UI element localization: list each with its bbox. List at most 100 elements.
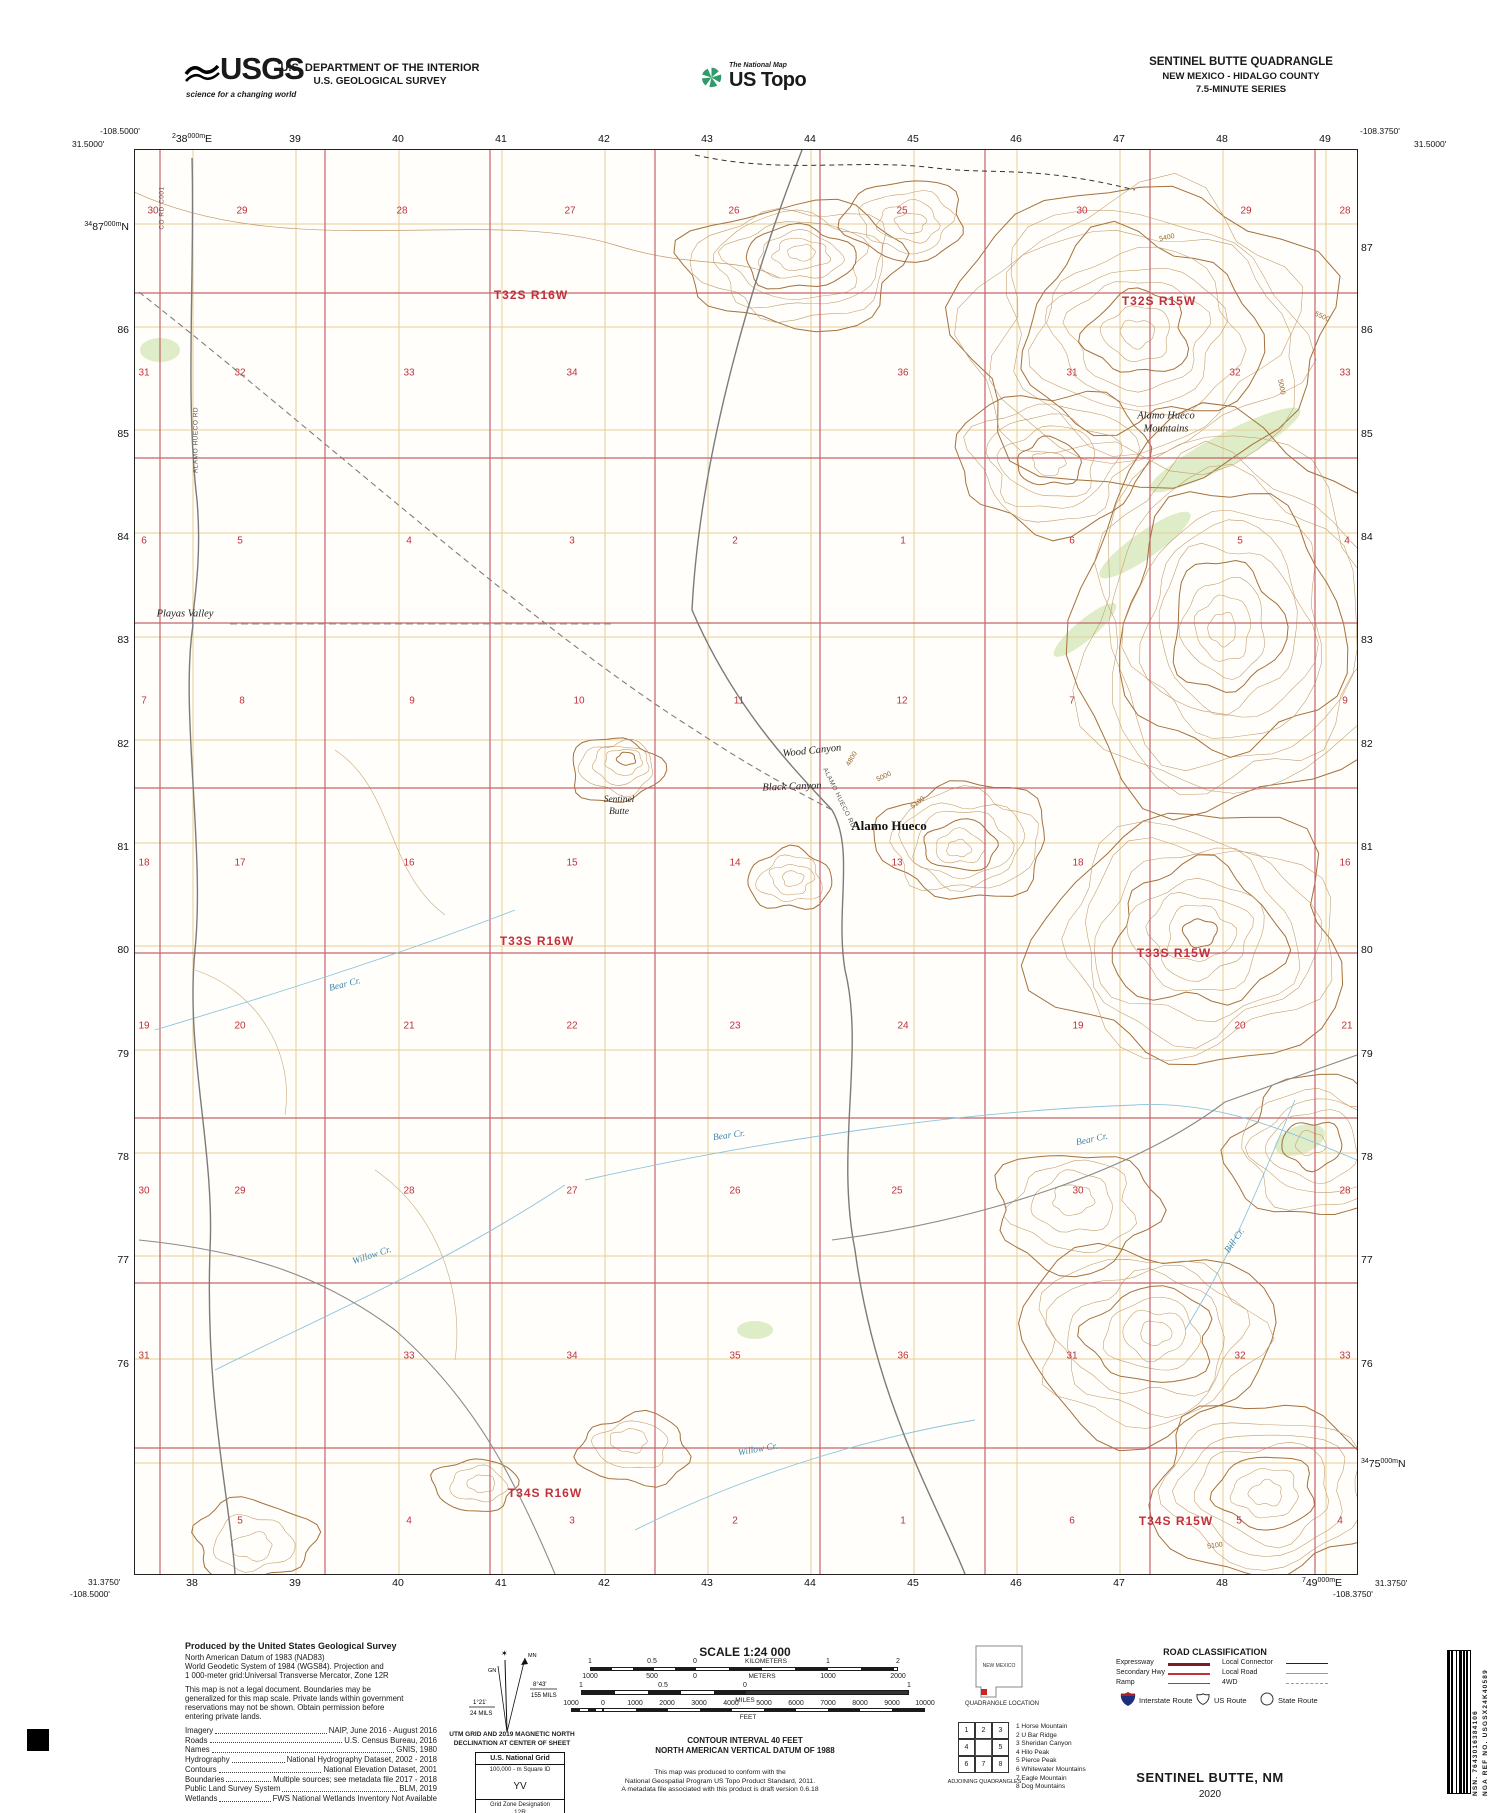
scale-number: 0 xyxy=(743,1682,747,1689)
quadrangle-series: 7.5-MINUTE SERIES xyxy=(1195,84,1287,95)
section-number: 10 xyxy=(573,695,585,707)
contour-elevation-label: 5000 xyxy=(1276,378,1286,396)
contour-interval-block: CONTOUR INTERVAL 40 FEET NORTH AMERICAN … xyxy=(610,1736,880,1756)
section-number: 33 xyxy=(1339,1350,1351,1362)
section-number: 1 xyxy=(900,1515,906,1527)
grid-northing-label: 80 xyxy=(1361,944,1373,956)
source-label: Names xyxy=(185,1745,210,1755)
road-class-sample xyxy=(1286,1663,1328,1664)
scale-number: 2000 xyxy=(890,1673,906,1680)
grid-easting-label: 749000mE xyxy=(1301,1577,1343,1589)
section-number: 21 xyxy=(403,1020,415,1032)
grid-northing-label: 79 xyxy=(117,1048,129,1060)
credits-line: This map is not a legal document. Bounda… xyxy=(185,1685,371,1694)
grid-northing-label: 82 xyxy=(117,738,129,750)
grid-easting-label: 47 xyxy=(1113,1577,1125,1589)
contour-elevation-label: 5000 xyxy=(875,770,893,784)
scale-bar-feet-left xyxy=(571,1708,603,1712)
dotted-leader xyxy=(209,1736,343,1744)
contour-elevation-label: 5100 xyxy=(909,795,927,811)
section-number: 16 xyxy=(403,857,415,869)
scale-number: 1 xyxy=(826,1658,830,1665)
scale-number: 0 xyxy=(601,1700,605,1707)
section-number: 26 xyxy=(728,205,740,217)
declination-caption-2: DECLINATION AT CENTER OF SHEET xyxy=(453,1739,571,1747)
section-number: 26 xyxy=(729,1185,741,1197)
section-number: 29 xyxy=(1240,205,1252,217)
section-number: 30 xyxy=(1072,1185,1084,1197)
credits-source-row: Roads U.S. Census Bureau, 2016 xyxy=(185,1736,437,1746)
credits-legal: This map is not a legal document. Bounda… xyxy=(185,1685,437,1721)
place-label: Wood Canyon xyxy=(782,742,842,760)
grid-northing-label: 85 xyxy=(117,428,129,440)
section-number: 20 xyxy=(234,1020,246,1032)
grid-northing-label: 81 xyxy=(117,841,129,853)
section-number: 6 xyxy=(141,535,147,547)
scale-number: 1000 xyxy=(582,1673,598,1680)
section-number: 3 xyxy=(569,535,575,547)
grid-easting-label: 46 xyxy=(1010,1577,1022,1589)
map-graphics xyxy=(135,150,1357,1574)
section-number: 2 xyxy=(732,535,738,547)
township-label: T32S R15W xyxy=(1121,294,1197,308)
section-number: 21 xyxy=(1341,1020,1353,1032)
credits-line: generalized for this map scale. Private … xyxy=(185,1694,404,1703)
dotted-leader xyxy=(282,1784,398,1792)
interstate-shield-icon xyxy=(1120,1692,1136,1706)
section-number: 32 xyxy=(234,367,246,379)
grid-northing-label: 78 xyxy=(117,1151,129,1163)
dotted-leader xyxy=(211,1745,395,1754)
scale-number: 4000 xyxy=(723,1700,739,1707)
credits-source-row: Names GNIS, 1980 xyxy=(185,1745,437,1755)
road-class-sample xyxy=(1286,1673,1328,1674)
declination-diagram: ✶ GN MN 8°43' 155 MILS 1°21' 24 MILS xyxy=(469,1649,557,1733)
road-class-label: 4WD xyxy=(1222,1679,1238,1686)
section-number: 7 xyxy=(1069,695,1075,707)
section-grid xyxy=(135,150,1357,1574)
section-number: 22 xyxy=(566,1020,578,1032)
scale-number: 10000 xyxy=(915,1700,935,1707)
section-number: 34 xyxy=(566,1350,578,1362)
source-label: Imagery xyxy=(185,1726,214,1735)
section-number: 33 xyxy=(1339,367,1351,379)
feet-unit-label: FEET xyxy=(739,1714,757,1721)
section-number: 5 xyxy=(1236,1515,1242,1527)
scale-number: 2 xyxy=(896,1658,900,1665)
adjoining-quad-cell: 7 xyxy=(975,1756,992,1773)
section-number: 31 xyxy=(1066,1350,1078,1362)
section-number: 33 xyxy=(403,367,415,379)
source-value: BLM, 2019 xyxy=(399,1784,437,1794)
usgs-logo-text: USGS xyxy=(220,51,305,86)
credits-line: reservations may not be shown. Obtain pe… xyxy=(185,1703,385,1712)
road-class-sample xyxy=(1286,1683,1328,1684)
source-label: Contours xyxy=(185,1764,217,1774)
section-number: 8 xyxy=(239,695,245,707)
grid-northing-label: 78 xyxy=(1361,1151,1373,1163)
place-label: Black Canyon xyxy=(762,780,822,794)
grid-easting-label: 46 xyxy=(1010,133,1022,145)
stream-label: Bear Cr. xyxy=(712,1128,746,1144)
department-line1: U.S. DEPARTMENT OF THE INTERIOR xyxy=(280,62,480,74)
svg-text:1°21': 1°21' xyxy=(473,1700,487,1706)
conformance-line: This map was produced to conform with th… xyxy=(654,1769,786,1776)
section-number: 13 xyxy=(891,857,903,869)
section-number: 1 xyxy=(900,535,906,547)
grid-northing-label: 85 xyxy=(1361,428,1373,440)
credits-source-row: Boundaries Multiple sources; see metadata… xyxy=(185,1775,437,1785)
scale-number: 5000 xyxy=(756,1700,772,1707)
corner-coord-tr-lon: -108.3750' xyxy=(1360,126,1400,136)
grid-northing-label: 81 xyxy=(1361,841,1373,853)
source-value: U.S. Census Bureau, 2016 xyxy=(344,1735,437,1745)
adjoining-quad-name: 1 Horse Mountain xyxy=(1016,1723,1068,1730)
corner-coord-br-lon: -108.3750' xyxy=(1333,1589,1373,1599)
dotted-leader xyxy=(215,1726,327,1734)
section-number: 32 xyxy=(1229,367,1241,379)
utm-grid xyxy=(135,150,1357,1574)
sheet-year: 2020 xyxy=(1198,1789,1222,1800)
road-class-label: Ramp xyxy=(1116,1679,1135,1686)
corner-coord-tr-lat: 31.5000' xyxy=(1414,139,1447,149)
source-label: Wetlands xyxy=(185,1793,218,1803)
contour-elevation-label: 5400 xyxy=(1158,232,1176,244)
source-label: Roads xyxy=(185,1735,208,1745)
section-number: 18 xyxy=(138,857,150,869)
